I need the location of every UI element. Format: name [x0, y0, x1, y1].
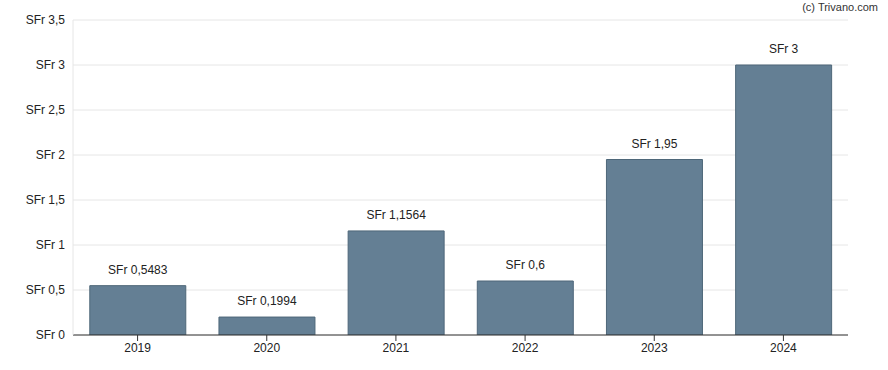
html-text:(c) Trivano.com: (c) Trivano.com — [802, 1, 878, 13]
svg-text:SFr 1,1564: SFr 1,1564 — [366, 208, 426, 222]
svg-text:2020: 2020 — [253, 341, 280, 355]
svg-text:SFr 0,6: SFr 0,6 — [506, 258, 546, 272]
svg-text:SFr 1,5: SFr 1,5 — [26, 193, 66, 207]
svg-text:2021: 2021 — [383, 341, 410, 355]
svg-text:SFr 3,5: SFr 3,5 — [26, 13, 66, 27]
svg-text:2024: 2024 — [770, 341, 797, 355]
svg-text:SFr 3: SFr 3 — [36, 58, 66, 72]
svg-text:SFr 1,95: SFr 1,95 — [631, 137, 677, 151]
svg-text:SFr 2: SFr 2 — [36, 148, 66, 162]
svg-text:SFr 0,5483: SFr 0,5483 — [108, 263, 168, 277]
svg-text:SFr 2,5: SFr 2,5 — [26, 103, 66, 117]
svg-text:2019: 2019 — [124, 341, 151, 355]
svg-text:2023: 2023 — [641, 341, 668, 355]
svg-text:SFr 3: SFr 3 — [769, 42, 799, 56]
svg-text:2022: 2022 — [512, 341, 539, 355]
svg-text:SFr 1: SFr 1 — [36, 238, 66, 252]
svg-text:SFr 0,1994: SFr 0,1994 — [237, 294, 297, 308]
svg-text:SFr 0,5: SFr 0,5 — [26, 283, 66, 297]
svg-text:SFr 0: SFr 0 — [36, 328, 66, 342]
